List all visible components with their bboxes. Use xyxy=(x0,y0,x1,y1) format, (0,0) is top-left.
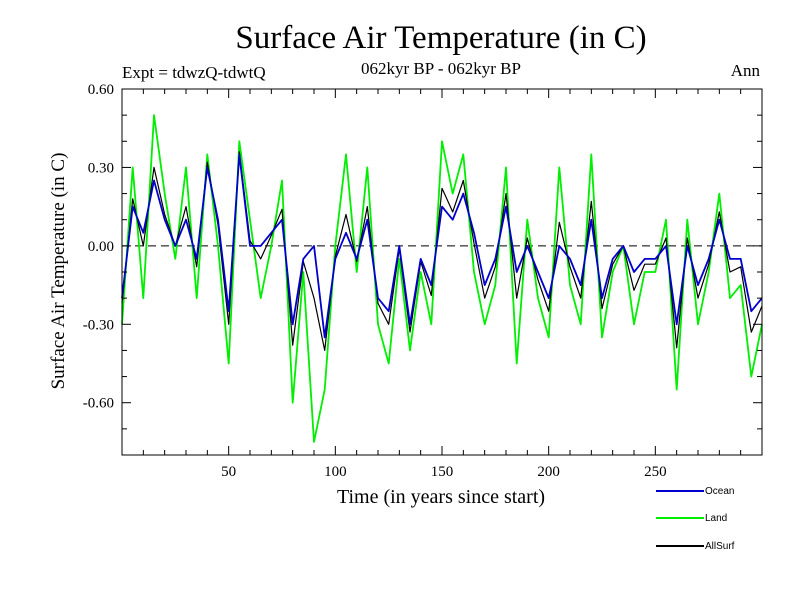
plot-area xyxy=(121,114,763,443)
y-tick-label: -0.60 xyxy=(83,396,114,412)
legend-label-allsurf: AllSurf xyxy=(705,541,735,552)
expt-label: Expt = tdwzQ-tdwtQ xyxy=(122,63,266,82)
axis-ticks: 50 100 150 200 250 0.60 0.30 0.00 -0.30 -0.60 xyxy=(83,82,763,480)
y-tick-label: 0.30 xyxy=(88,160,114,176)
x-tick-label: 200 xyxy=(537,464,560,480)
chart-subtitle: 062kyr BP - 062kyr BP xyxy=(361,59,521,78)
legend-label-ocean: Ocean xyxy=(705,486,734,497)
y-tick-label: -0.30 xyxy=(83,317,114,333)
series-line-land xyxy=(121,114,763,443)
y-tick-label: 0.00 xyxy=(88,239,114,255)
season-label: Ann xyxy=(731,61,761,80)
x-tick-label: 250 xyxy=(644,464,667,480)
series-line-allsurf xyxy=(121,151,763,351)
x-tick-label: 150 xyxy=(431,464,454,480)
chart-title: Surface Air Temperature (in C) xyxy=(235,20,646,56)
x-tick-label: 100 xyxy=(324,464,347,480)
y-tick-label: 0.60 xyxy=(88,82,114,98)
series-line-ocean xyxy=(121,153,763,339)
y-axis-label: Surface Air Temperature (in C) xyxy=(48,153,69,390)
x-axis-label: Time (in years since start) xyxy=(337,486,545,508)
legend: Ocean Land AllSurf xyxy=(656,486,735,552)
x-tick-label: 50 xyxy=(221,464,236,480)
legend-label-land: Land xyxy=(705,513,727,524)
